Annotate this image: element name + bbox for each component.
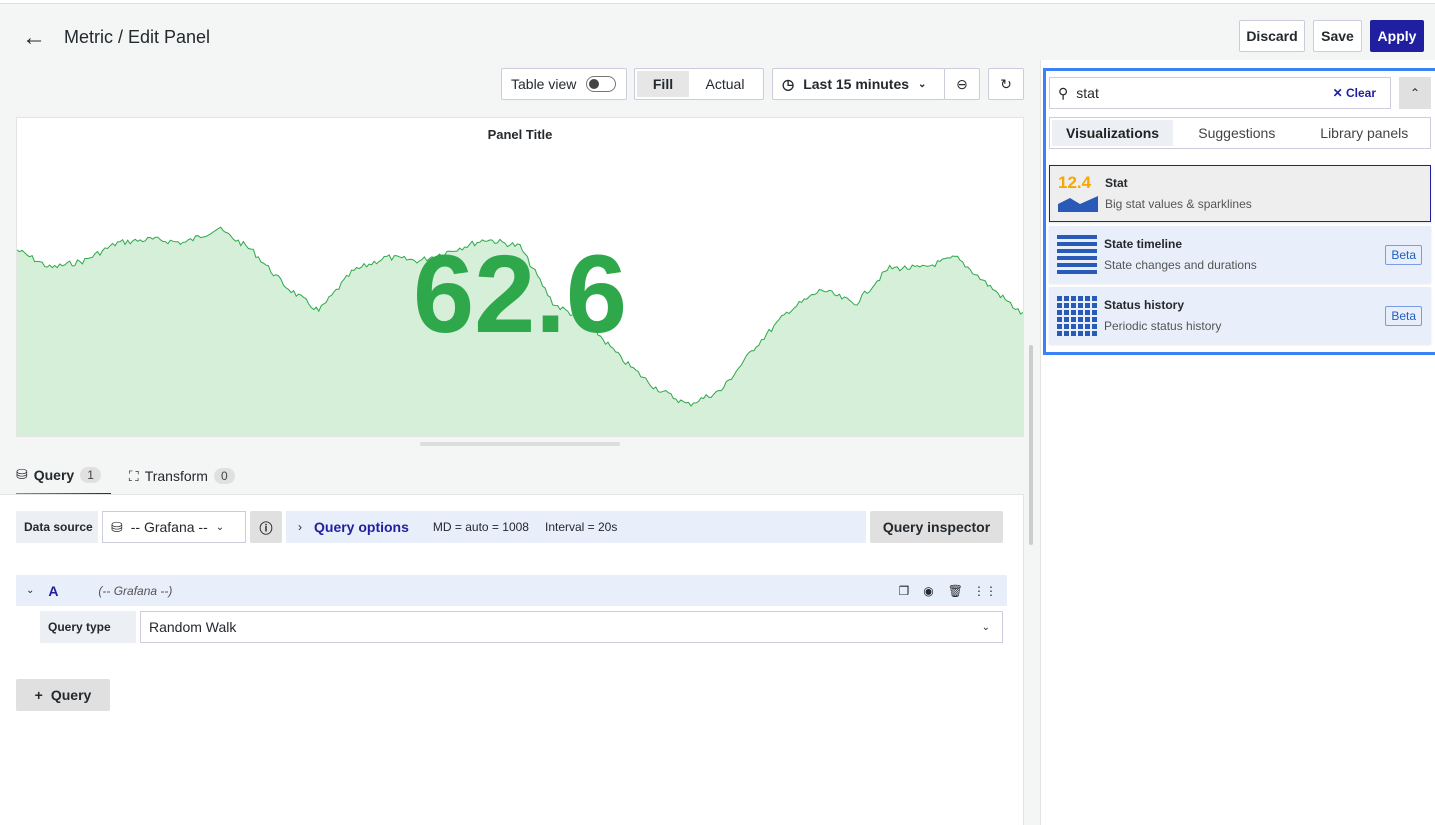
drag-handle-icon[interactable]: ⋮⋮ bbox=[973, 583, 997, 598]
database-icon: ⛁ bbox=[111, 518, 123, 535]
sparkline-line bbox=[17, 226, 1023, 407]
data-source-value: -- Grafana -- bbox=[130, 519, 208, 535]
clear-button[interactable]: ✕ Clear bbox=[1332, 86, 1376, 100]
tab-visualizations[interactable]: Visualizations bbox=[1052, 120, 1174, 146]
chevron-right-icon: › bbox=[298, 520, 302, 534]
panel-resize-handle[interactable] bbox=[420, 442, 620, 446]
viz-item-state-timeline[interactable]: State timeline State changes and duration… bbox=[1049, 226, 1431, 283]
refresh-icon: ↻ bbox=[1000, 75, 1012, 92]
query-options[interactable]: › Query options MD = auto = 1008 Interval =… bbox=[286, 511, 866, 543]
panel-preview: Panel Title 62.6 bbox=[16, 117, 1024, 437]
clear-label: Clear bbox=[1345, 86, 1376, 100]
add-query-button[interactable]: + Query bbox=[16, 679, 110, 711]
viz-desc: Big stat values & sparklines bbox=[1105, 197, 1252, 211]
sparkline-chart bbox=[17, 226, 1023, 436]
top-bar bbox=[0, 0, 1435, 4]
duplicate-icon[interactable]: ❐ bbox=[898, 583, 910, 598]
clock-icon: ◷ bbox=[782, 75, 795, 92]
page-title: Metric / Edit Panel bbox=[64, 27, 211, 47]
query-name[interactable]: A bbox=[48, 582, 59, 599]
query-datasource: (-- Grafana --) bbox=[98, 583, 173, 598]
viz-name: Stat bbox=[1105, 176, 1128, 190]
trash-icon[interactable]: 🗑 bbox=[947, 583, 963, 598]
query-editor bbox=[0, 494, 1024, 825]
search-icon: ⚲ bbox=[1058, 84, 1069, 101]
toggle-switch[interactable] bbox=[586, 76, 617, 92]
viz-picker-highlight bbox=[1043, 68, 1435, 355]
viz-search-input[interactable]: ⚲ stat ✕ Clear bbox=[1049, 77, 1391, 109]
viz-item-stat[interactable]: 12.4 Stat Big stat values & sparklines bbox=[1049, 165, 1431, 222]
eye-icon[interactable]: ◉ bbox=[923, 583, 934, 598]
query-options-label: Query options bbox=[314, 519, 409, 535]
fill-option[interactable]: Fill bbox=[637, 71, 689, 97]
database-icon: ⛁ bbox=[16, 466, 28, 482]
save-button[interactable]: Save bbox=[1313, 20, 1362, 52]
beta-badge: Beta bbox=[1385, 305, 1422, 326]
query-row-header[interactable]: ⌄ A (-- Grafana --) ❐ ◉ 🗑 ⋮⋮ bbox=[16, 575, 1007, 606]
discard-button[interactable]: Discard bbox=[1239, 20, 1305, 52]
tab-suggestions[interactable]: Suggestions bbox=[1198, 125, 1276, 141]
viz-name: State timeline bbox=[1104, 237, 1183, 251]
time-range-picker[interactable]: ◷ Last 15 minutes ⌄ bbox=[772, 68, 945, 100]
max-data-points: MD = auto = 1008 bbox=[432, 520, 529, 534]
zoom-out-icon: ⊖ bbox=[956, 75, 968, 92]
chevron-down-icon[interactable]: ⌄ bbox=[26, 585, 35, 596]
scrollbar[interactable] bbox=[1029, 345, 1033, 545]
fill-actual-switch[interactable]: Fill Actual bbox=[634, 68, 764, 100]
back-arrow-icon[interactable]: ← bbox=[22, 24, 46, 51]
refresh-button[interactable]: ↻ bbox=[988, 68, 1024, 100]
chevron-down-icon: ⌄ bbox=[918, 78, 927, 90]
viz-name: Status history bbox=[1104, 298, 1185, 312]
query-type-value: Random Walk bbox=[149, 619, 237, 635]
query-inspector-button[interactable]: Query inspector bbox=[870, 511, 1003, 543]
status-history-icon bbox=[1057, 295, 1097, 336]
chevron-down-icon: ⌄ bbox=[981, 621, 990, 633]
transform-icon: ⛶ bbox=[128, 467, 139, 484]
search-value: stat bbox=[1076, 85, 1099, 101]
query-type-select[interactable]: Random Walk ⌄ bbox=[140, 611, 1003, 643]
actual-option[interactable]: Actual bbox=[705, 76, 745, 92]
stat-icon: 12.4 bbox=[1058, 174, 1098, 214]
state-timeline-icon bbox=[1057, 234, 1097, 275]
viz-item-status-history[interactable]: Status history Periodic status history Be… bbox=[1049, 287, 1431, 344]
stat-icon-text: 12.4 bbox=[1058, 172, 1092, 192]
interval: Interval = 20s bbox=[544, 520, 618, 534]
tab-label: Transform bbox=[144, 468, 208, 484]
query-type-label: Query type bbox=[40, 611, 136, 643]
tab-label: Query bbox=[33, 466, 75, 483]
help-icon[interactable]: ⓘ bbox=[250, 511, 282, 543]
stat-value: 62.6 bbox=[412, 233, 628, 356]
zoom-out-button[interactable]: ⊖ bbox=[944, 68, 980, 100]
data-source-label: Data source bbox=[16, 511, 98, 543]
add-query-label: Query bbox=[50, 687, 92, 703]
table-view-label: Table view bbox=[511, 76, 577, 92]
tab-query[interactable]: ⛁ Query 1 bbox=[16, 462, 111, 496]
viz-picker-tabs: Visualizations Suggestions Library panel… bbox=[1049, 117, 1431, 149]
data-source-select[interactable]: ⛁ -- Grafana -- ⌄ bbox=[102, 511, 246, 543]
query-count-badge: 1 bbox=[80, 466, 101, 483]
apply-button[interactable]: Apply bbox=[1370, 20, 1424, 52]
beta-badge: Beta bbox=[1385, 244, 1422, 265]
sparkline-area bbox=[17, 227, 1023, 436]
plus-icon: + bbox=[34, 687, 43, 703]
tab-transform[interactable]: ⛶ Transform 0 bbox=[129, 462, 235, 496]
panel-title: Panel Title bbox=[487, 127, 553, 142]
time-range-label: Last 15 minutes bbox=[803, 76, 910, 92]
viz-desc: Periodic status history bbox=[1104, 319, 1222, 333]
transform-count-badge: 0 bbox=[213, 468, 235, 484]
chevron-up-icon[interactable]: ⌃ bbox=[1399, 77, 1431, 109]
viz-desc: State changes and durations bbox=[1104, 258, 1257, 272]
tab-library-panels[interactable]: Library panels bbox=[1320, 125, 1409, 141]
chevron-down-icon: ⌄ bbox=[215, 521, 225, 533]
editor-tabs: ⛁ Query 1 ⛶ Transform 0 bbox=[16, 462, 235, 496]
table-view-toggle[interactable]: Table view bbox=[501, 68, 627, 100]
